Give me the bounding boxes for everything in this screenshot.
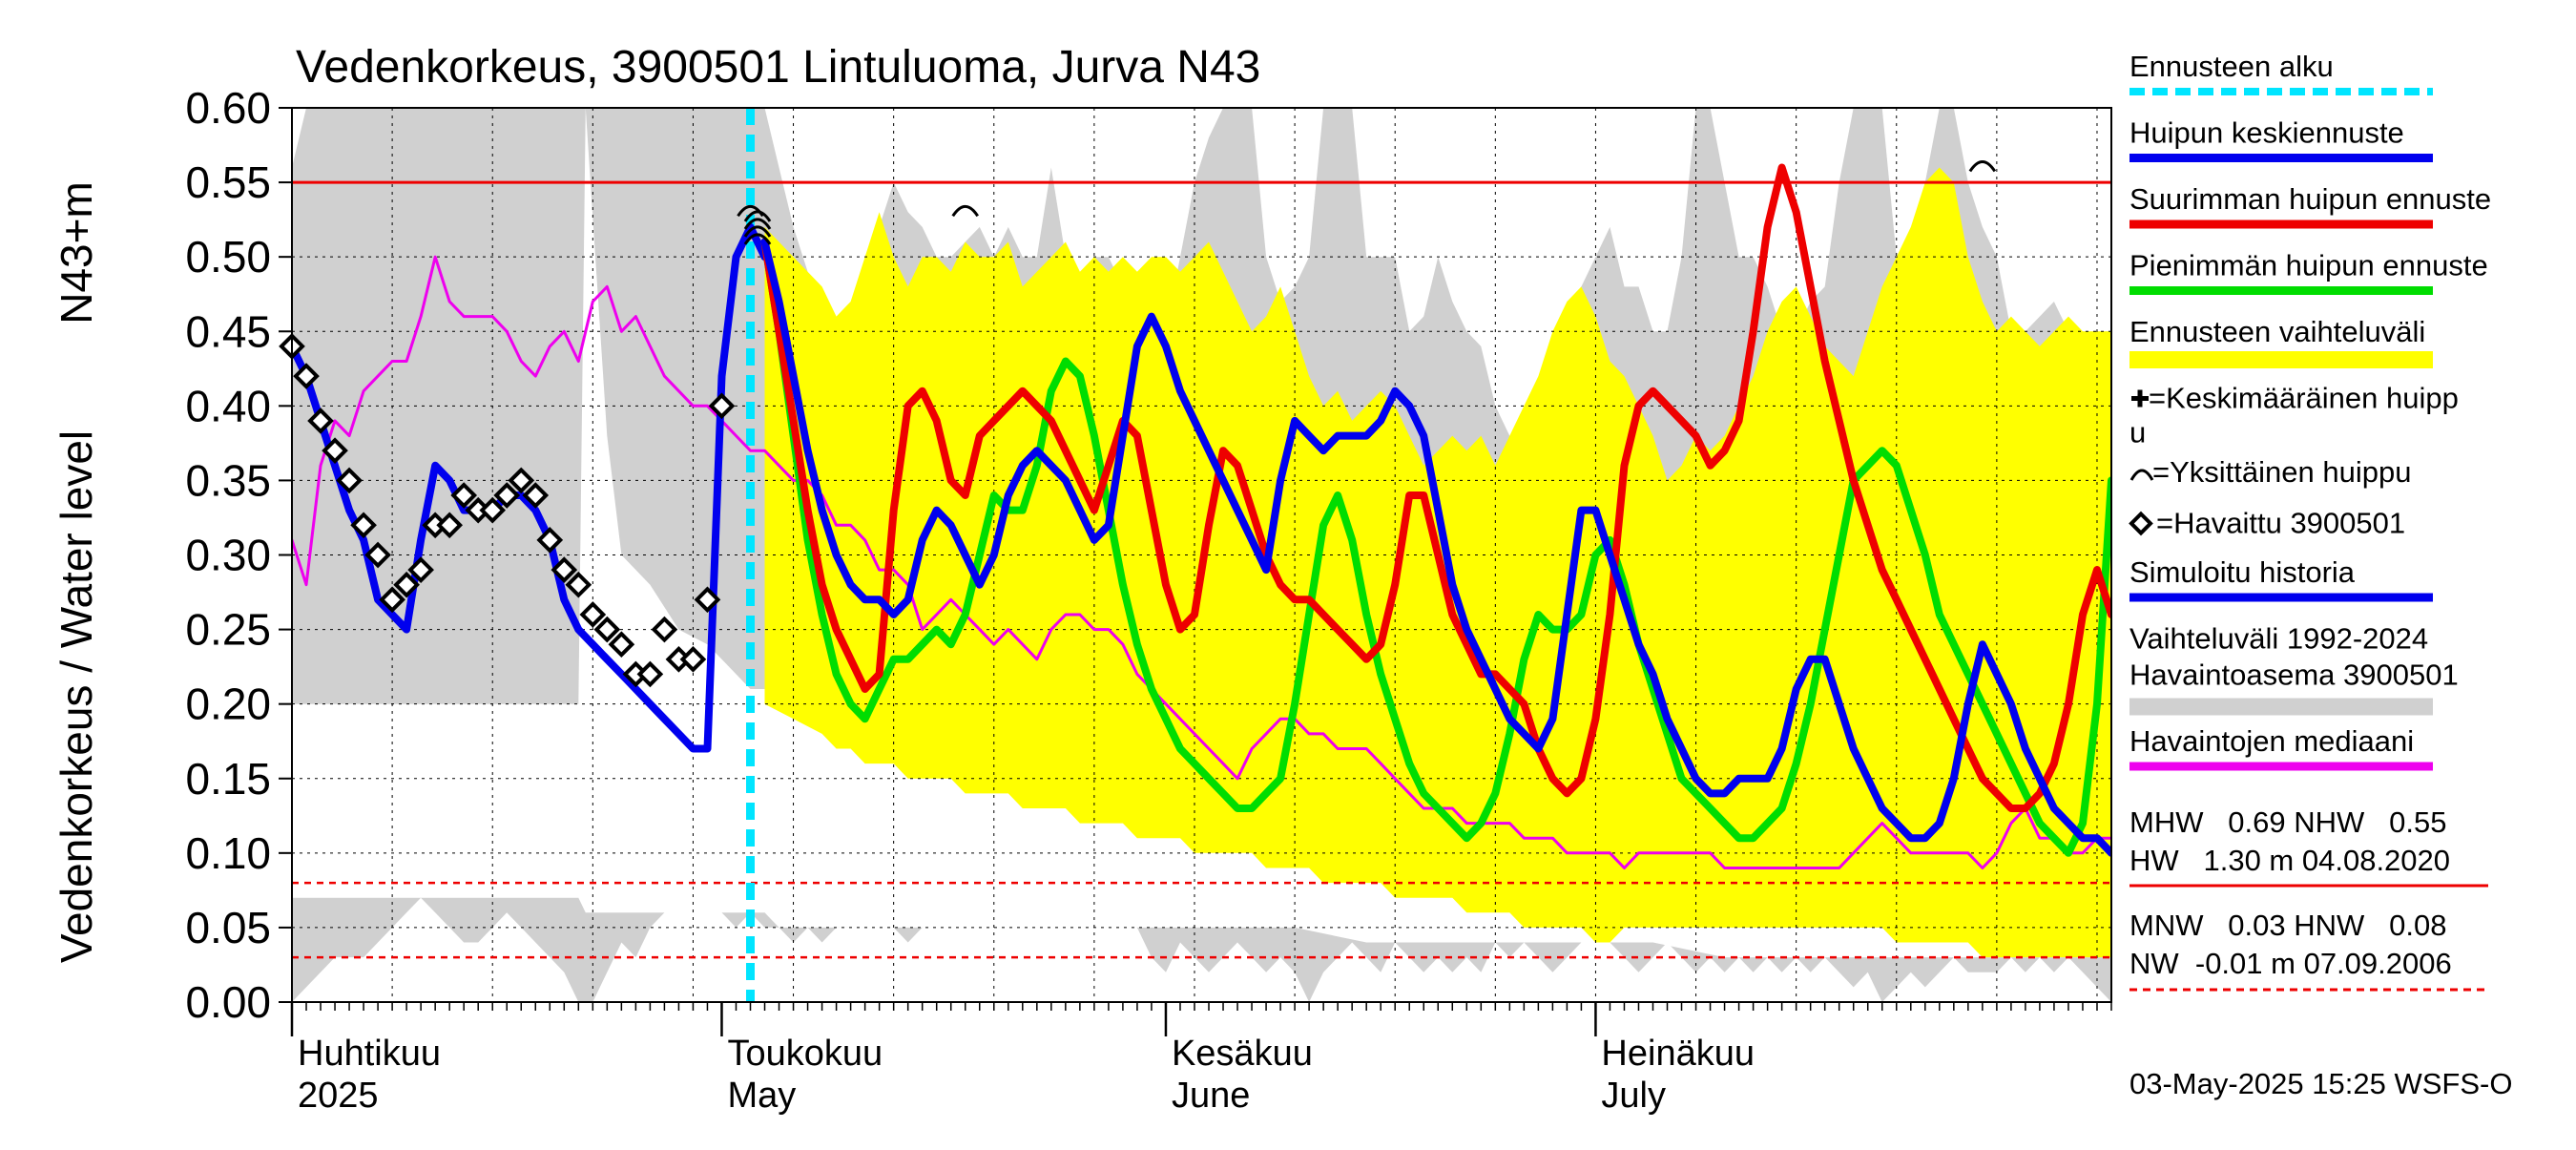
observed-point	[450, 482, 478, 509]
month-label-en: June	[1172, 1076, 1250, 1116]
observed-point	[636, 660, 664, 688]
observed-point	[536, 527, 564, 554]
y-tick-label: 0.10	[185, 828, 271, 878]
reference-lines	[292, 180, 2111, 959]
history-range-inner-gap	[292, 108, 2111, 958]
legend-swatch-band	[2129, 698, 2433, 716]
stats-mhw: MHW 0.69 NHW 0.55	[2129, 805, 2446, 839]
legend-label-continued: u	[2129, 416, 2146, 450]
stats-block: MHW 0.69 NHW 0.55 HW 1.30 m 04.08.2020 M…	[2129, 805, 2488, 992]
y-tick-label: 0.00	[185, 977, 271, 1027]
month-label-en: 2025	[298, 1076, 379, 1116]
observed-point	[479, 496, 507, 524]
legend-label: =Keskimääräinen huipp	[2149, 382, 2459, 415]
observed-point	[694, 586, 721, 614]
y-tick-label: 0.60	[185, 83, 271, 133]
y-tick-label: 0.05	[185, 903, 271, 952]
y-axis-label: Vedenkorkeus / Water level	[52, 430, 101, 963]
observed-point	[393, 571, 420, 598]
y-tick-label: 0.30	[185, 531, 271, 580]
series-line-max	[760, 163, 2111, 812]
series-line-history	[292, 222, 769, 753]
observed-point	[307, 408, 334, 434]
y-axis-unit: N43+m	[52, 181, 101, 324]
month-label-en: July	[1601, 1076, 1666, 1116]
legend-label: Suurimman huipun ennuste	[2129, 182, 2491, 216]
observed-points	[279, 333, 736, 688]
series-lines	[292, 163, 2111, 869]
observed-point	[593, 616, 621, 643]
legend-label: Havaintojen mediaani	[2129, 724, 2414, 758]
y-tick-label: 0.40	[185, 381, 271, 430]
observed-point	[651, 616, 678, 643]
series-line-min	[760, 238, 2111, 857]
observed-point	[407, 556, 434, 583]
single-peak-marker	[743, 233, 772, 245]
legend-label-continued: Havaintoasema 3900501	[2129, 659, 2459, 692]
single-peak-markers	[737, 159, 1997, 245]
y-tick-label: 0.35	[185, 455, 271, 505]
month-label-fi: Huhtikuu	[298, 1034, 441, 1074]
observed-point	[379, 586, 405, 614]
legend-label: =Havaittu 3900501	[2156, 507, 2405, 540]
history-range-gap	[292, 108, 2111, 958]
stats-hw: HW 1.30 m 04.08.2020	[2129, 844, 2450, 877]
month-label-fi: Kesäkuu	[1172, 1034, 1313, 1074]
y-tick-label: 0.15	[185, 754, 271, 804]
single-peak-marker	[743, 225, 772, 238]
chart-title: Vedenkorkeus, 3900501 Lintuluoma, Jurva …	[296, 42, 1260, 93]
legend-label: Ennusteen vaihteluväli	[2129, 315, 2425, 348]
legend-label: Pienimmän huipun ennuste	[2129, 249, 2488, 282]
legend: Ennusteen alku Huipun keskiennuste Suurimm…	[2129, 50, 2491, 771]
observed-point	[364, 541, 391, 569]
legend-swatch-plus	[2131, 389, 2149, 408]
stats-mnw: MNW 0.03 HNW 0.08	[2129, 909, 2446, 942]
series-line-mean	[760, 238, 2111, 857]
observed-point	[679, 645, 707, 673]
observed-point	[493, 482, 521, 509]
observed-point	[350, 512, 377, 539]
y-tick-label: 0.50	[185, 232, 271, 282]
observed-point	[336, 467, 363, 494]
legend-label: =Yksittäinen huippu	[2152, 455, 2411, 489]
month-label-fi: Heinäkuu	[1601, 1034, 1755, 1074]
stats-nw: NW -0.01 m 07.09.2006	[2129, 947, 2452, 980]
observed-point	[522, 482, 550, 509]
series-line-median	[292, 255, 2111, 869]
y-tick-label: 0.55	[185, 157, 271, 207]
observed-point	[608, 631, 635, 659]
observed-point	[565, 571, 592, 598]
single-peak-marker	[951, 204, 979, 218]
legend-label: Vaihteluväli 1992-2024	[2129, 622, 2428, 656]
observed-point	[708, 392, 736, 420]
legend-swatch-band	[2129, 351, 2433, 368]
observed-point	[579, 601, 607, 628]
y-tick-label: 0.45	[185, 306, 271, 356]
single-peak-marker	[1968, 159, 1997, 173]
y-axis-ticks: 0.00 0.05 0.10 0.15 0.20 0.25 0.30 0.35 0.40 0.45…	[185, 83, 292, 1027]
month-label-fi: Toukokuu	[727, 1034, 883, 1074]
y-tick-label: 0.20	[185, 680, 271, 729]
observed-point	[436, 512, 464, 539]
legend-label: Ennusteen alku	[2129, 50, 2334, 83]
y-tick-label: 0.25	[185, 605, 271, 655]
observed-point	[551, 556, 578, 583]
legend-swatch-diamond	[2129, 511, 2153, 536]
legend-swatch-arc	[2129, 469, 2154, 481]
observed-point	[508, 467, 535, 494]
observed-point	[293, 363, 320, 389]
legend-label: Simuloitu historia	[2129, 555, 2356, 589]
single-peak-marker	[743, 210, 772, 222]
legend-label: Huipun keskiennuste	[2129, 116, 2404, 150]
single-peak-marker	[743, 218, 772, 230]
month-label-en: May	[727, 1076, 796, 1116]
footer-timestamp: 03-May-2025 15:25 WSFS-O	[2129, 1067, 2512, 1100]
observed-point	[322, 437, 348, 465]
